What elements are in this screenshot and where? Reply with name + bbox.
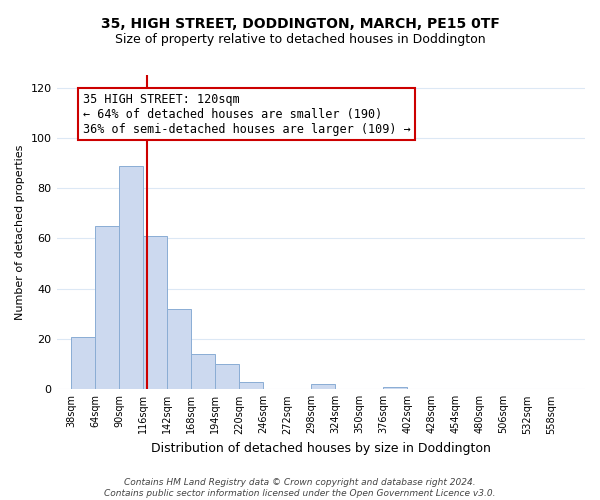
Bar <box>167 309 191 390</box>
Bar <box>119 166 143 390</box>
Bar <box>95 226 119 390</box>
Bar <box>71 336 95 390</box>
Bar <box>215 364 239 390</box>
Text: Size of property relative to detached houses in Doddington: Size of property relative to detached ho… <box>115 32 485 46</box>
Text: Contains HM Land Registry data © Crown copyright and database right 2024.
Contai: Contains HM Land Registry data © Crown c… <box>104 478 496 498</box>
Bar <box>143 236 167 390</box>
Bar <box>191 354 215 390</box>
Y-axis label: Number of detached properties: Number of detached properties <box>15 144 25 320</box>
Text: 35, HIGH STREET, DODDINGTON, MARCH, PE15 0TF: 35, HIGH STREET, DODDINGTON, MARCH, PE15… <box>101 18 499 32</box>
Text: 35 HIGH STREET: 120sqm
← 64% of detached houses are smaller (190)
36% of semi-de: 35 HIGH STREET: 120sqm ← 64% of detached… <box>83 92 411 136</box>
X-axis label: Distribution of detached houses by size in Doddington: Distribution of detached houses by size … <box>151 442 491 455</box>
Bar <box>383 387 407 390</box>
Bar <box>239 382 263 390</box>
Bar <box>311 384 335 390</box>
